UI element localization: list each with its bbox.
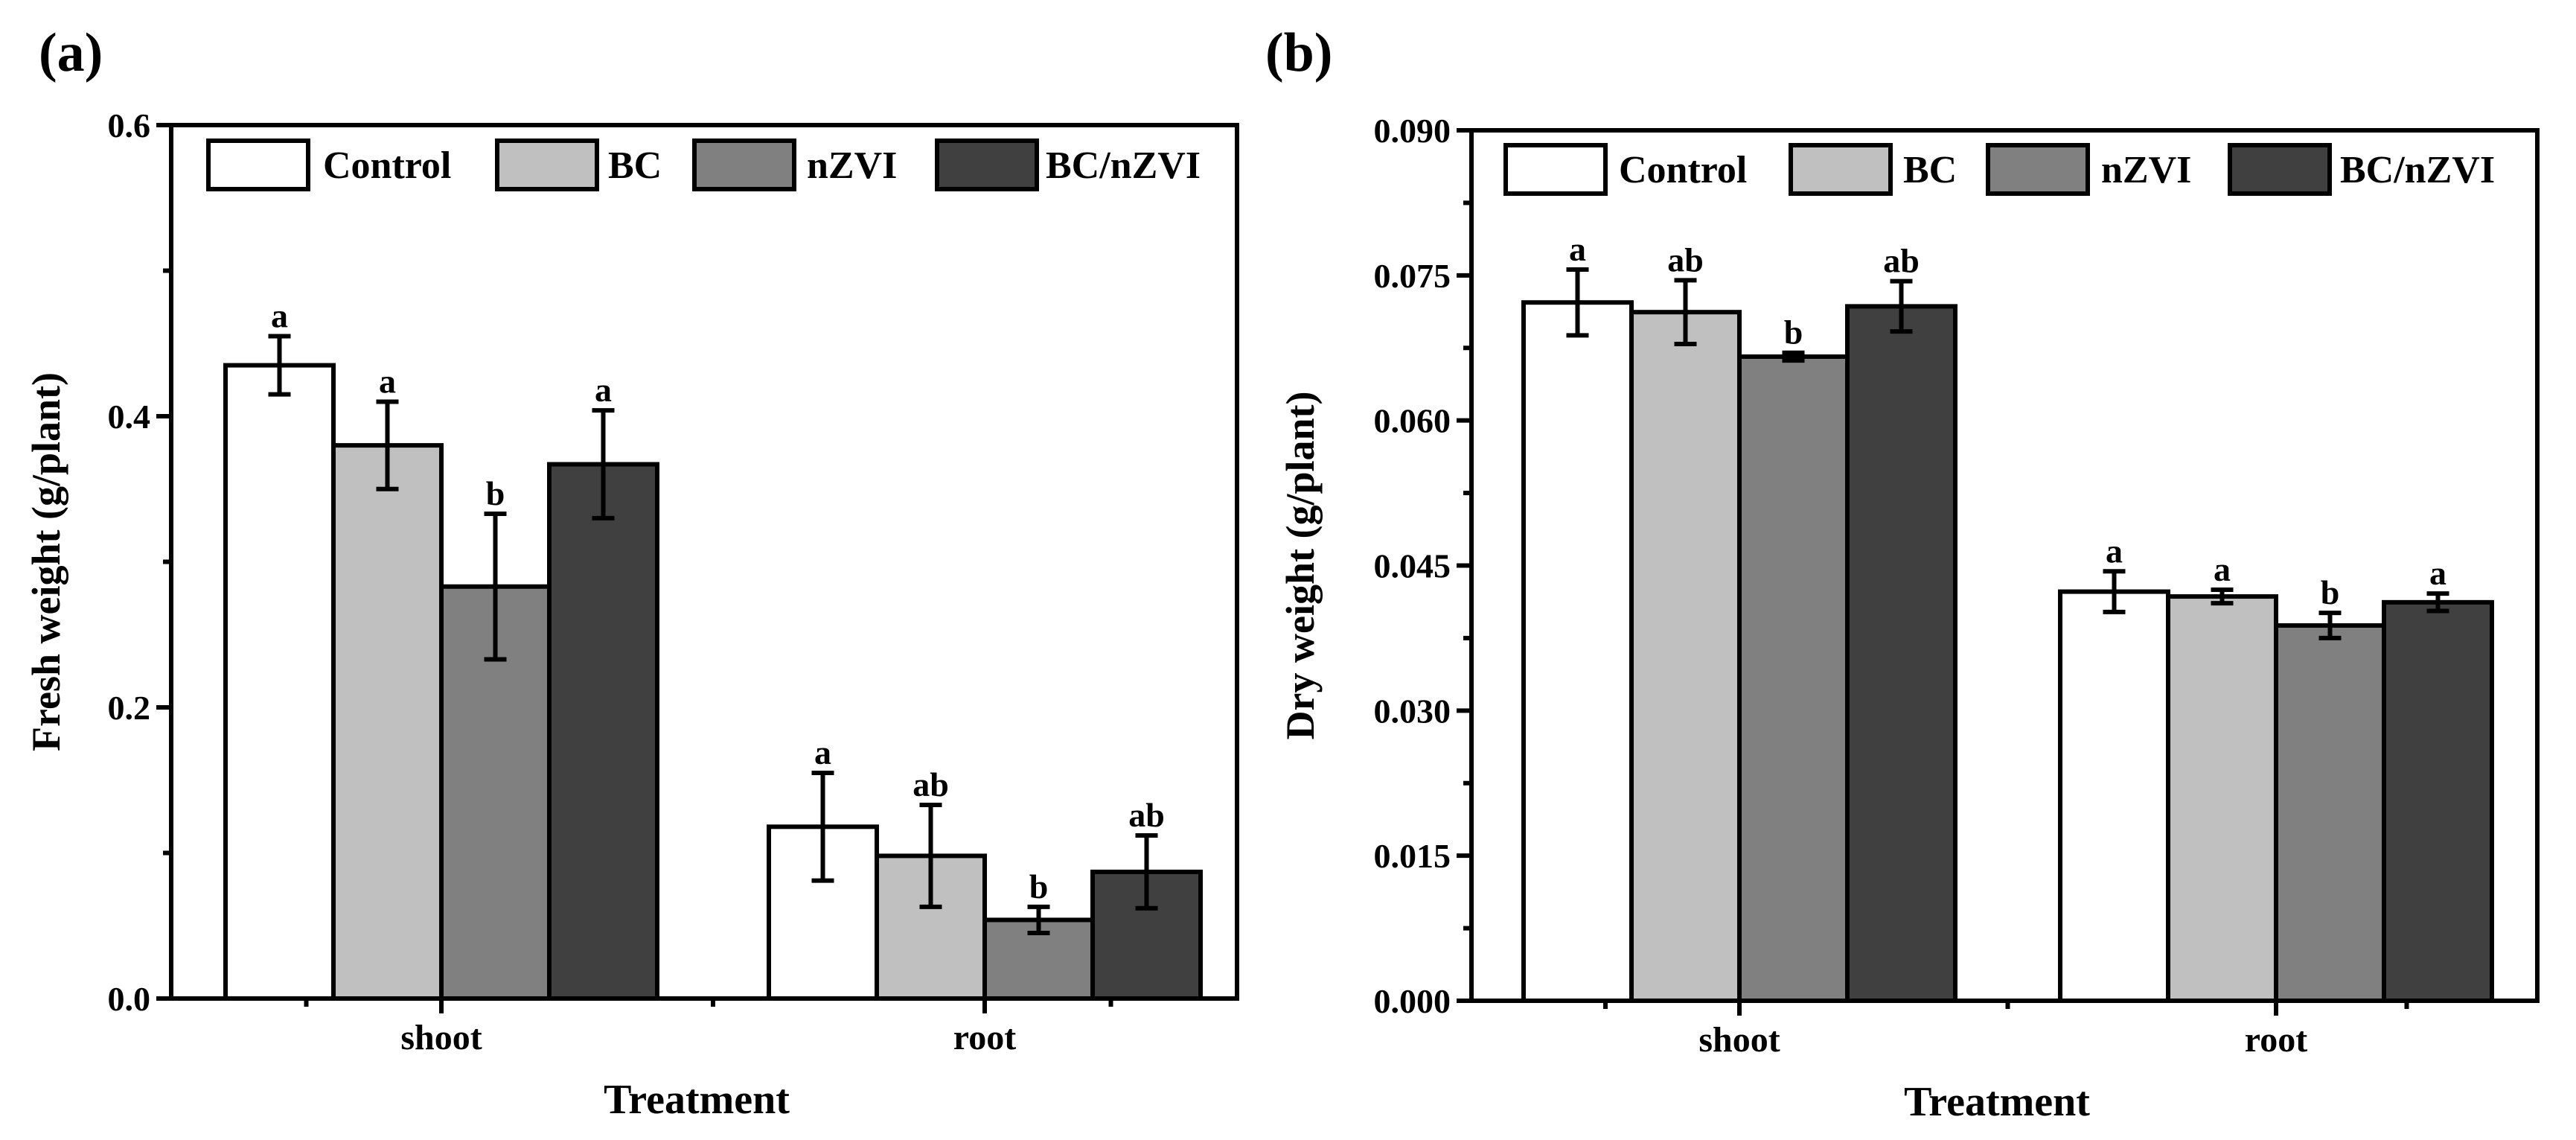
y-tick-label: 0.0: [108, 980, 151, 1018]
bar: [2166, 594, 2278, 1003]
y-tick-label: 0.4: [108, 398, 151, 436]
legend-label: Control: [323, 144, 451, 187]
significance-letter: b: [1784, 313, 1803, 351]
significance-letter: a: [1569, 230, 1586, 268]
x-tick-label: shoot: [400, 1018, 482, 1057]
x-tick-label: root: [2245, 1020, 2307, 1060]
significance-letter: b: [2321, 573, 2340, 611]
legend: Control BC nZVI BC/nZVI: [206, 138, 1201, 191]
x-axis-label: Treatment: [604, 1077, 790, 1123]
y-tick-label: 0.6: [108, 106, 151, 144]
legend-label: BC: [608, 144, 662, 187]
legend-swatch: [1986, 143, 2090, 196]
significance-letter: a: [2429, 554, 2446, 592]
y-tick-label: 0.030: [1374, 692, 1451, 730]
bar: [2274, 623, 2386, 1004]
legend-label: nZVI: [807, 144, 897, 187]
bar: [2382, 599, 2494, 1003]
significance-letter: ab: [1128, 796, 1165, 834]
legend-label: BC: [1903, 149, 1957, 191]
legend-swatch: [495, 138, 599, 191]
bar: [1845, 304, 1957, 1003]
bar: [547, 462, 659, 1001]
y-tick-label: 0.060: [1374, 402, 1451, 440]
significance-letter: ab: [913, 765, 949, 803]
x-tick-label: shoot: [1698, 1020, 1780, 1060]
y-tick-label: 0.045: [1374, 547, 1451, 585]
chart-panel-a: (a) a a a ab b b a ab 0.0 0.2 0.4 0.6 shoot root Treatm…: [24, 22, 1239, 1123]
legend-label: BC/nZVI: [2340, 149, 2495, 191]
legend: Control BC nZVI BC/nZVI: [1503, 143, 2495, 196]
bar: [223, 363, 336, 1001]
y-axis-label: Dry weight (g/plant): [1278, 392, 1323, 740]
legend-label: nZVI: [2101, 149, 2191, 191]
significance-letter: b: [486, 474, 505, 512]
bar: [331, 443, 444, 1001]
bar: [2058, 589, 2170, 1003]
bar: [1521, 300, 1634, 1003]
panel-label: (a): [39, 22, 103, 83]
y-axis-label: Fresh weight (g/plant): [24, 372, 68, 751]
panel-label: (b): [1265, 22, 1332, 83]
y-tick-label: 0.015: [1374, 837, 1451, 875]
x-tick-label: root: [953, 1018, 1016, 1057]
legend-swatch: [1789, 143, 1893, 196]
significance-letter: a: [814, 733, 831, 771]
chart-panel-b: (b)aaababbaba0.0000.0150.0300.0450.0600.…: [1265, 22, 2540, 1125]
y-tick-label: 0.090: [1374, 112, 1451, 150]
bar: [1629, 310, 1742, 1003]
significance-letter: ab: [1883, 242, 1920, 280]
y-tick-label: 0.2: [108, 689, 151, 727]
legend-swatch: [935, 138, 1039, 191]
bar: [1737, 354, 1850, 1003]
legend-swatch: [206, 138, 310, 191]
significance-letter: ab: [1667, 241, 1704, 278]
legend-label: BC/nZVI: [1046, 144, 1201, 187]
legend-swatch: [692, 138, 796, 191]
significance-letter: b: [1029, 867, 1049, 905]
significance-letter: a: [271, 296, 288, 334]
x-axis-label: Treatment: [1904, 1079, 2090, 1125]
legend-swatch: [1503, 143, 1608, 196]
significance-letter: a: [595, 371, 612, 409]
y-tick-label: 0.075: [1374, 257, 1451, 295]
significance-letter: a: [379, 362, 396, 400]
significance-letter: a: [2214, 550, 2231, 588]
legend-label: Control: [1619, 149, 1747, 191]
significance-letter: a: [2106, 532, 2123, 570]
y-tick-label: 0.000: [1374, 982, 1451, 1020]
legend-swatch: [2228, 143, 2332, 196]
